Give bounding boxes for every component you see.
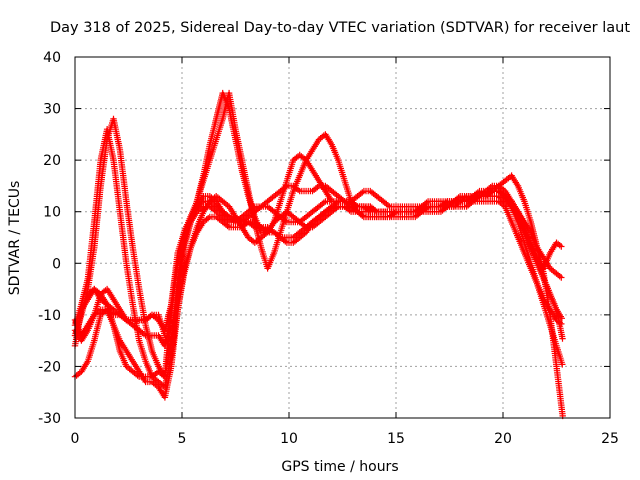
y-tick-label: 20 [43, 153, 61, 169]
x-tick-label: 20 [494, 431, 512, 447]
y-tick-labels: -30 -20 -10 0 10 20 30 40 [38, 50, 61, 427]
data-point [559, 361, 566, 368]
data-point [559, 335, 566, 342]
x-axis-label: GPS time / hours [281, 459, 398, 475]
x-tick-labels: 0 5 10 15 20 25 [71, 431, 619, 447]
data-point [558, 243, 565, 250]
data-point [558, 274, 565, 281]
y-tick-label: -30 [38, 411, 61, 427]
x-tick-label: 15 [387, 431, 405, 447]
data-points [71, 89, 566, 420]
x-tick-label: 25 [601, 431, 619, 447]
y-tick-label: -10 [38, 308, 61, 324]
series-track-7 [84, 187, 565, 334]
x-tick-label: 10 [280, 431, 298, 447]
y-tick-label: 40 [43, 50, 61, 66]
y-axis-label: SDTVAR / TECUs [7, 181, 23, 296]
y-tick-label: 30 [43, 102, 61, 118]
y-tick-label: -20 [38, 359, 61, 375]
series-track-5 [71, 115, 566, 380]
y-tick-label: 10 [43, 205, 61, 221]
x-tick-label: 0 [71, 431, 80, 447]
chart-title: Day 318 of 2025, Sidereal Day-to-day VTE… [50, 20, 630, 36]
x-tick-label: 5 [178, 431, 187, 447]
series-track-4 [71, 89, 565, 391]
y-tick-label: 0 [52, 256, 61, 272]
plot-frame [74, 56, 611, 419]
